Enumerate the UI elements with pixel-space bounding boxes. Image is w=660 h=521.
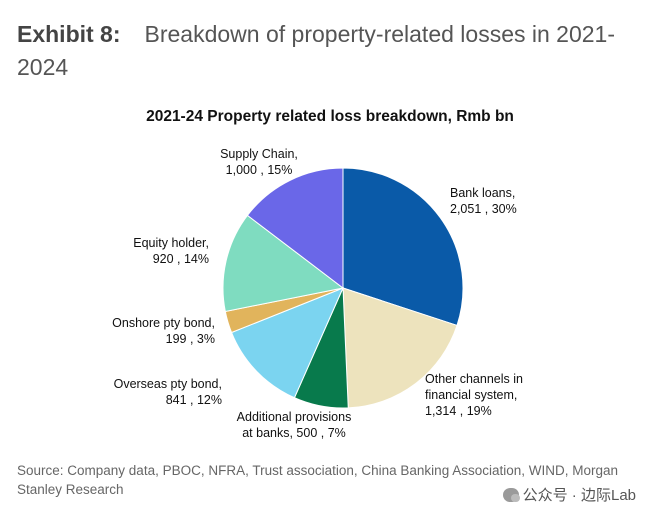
slice-label: Bank loans, 2,051 , 30% xyxy=(450,186,517,216)
slice-label: Additional provisions at banks, 500 , 7% xyxy=(237,410,352,440)
slice-label: Equity holder, 920 , 14% xyxy=(133,236,209,266)
slice-label: Supply Chain, 1,000 , 15% xyxy=(220,147,298,177)
exhibit-header: Exhibit 8: Breakdown of property-related … xyxy=(17,18,637,84)
exhibit-number: Exhibit 8: xyxy=(17,21,121,47)
pie-slice xyxy=(222,214,345,313)
exhibit-title: Exhibit 8: Breakdown of property-related … xyxy=(17,18,637,84)
slice-label: Onshore pty bond, 199 , 3% xyxy=(112,316,215,346)
pie-slice xyxy=(230,287,344,399)
exhibit-heading: Breakdown of property-related losses in … xyxy=(17,21,615,80)
pie-slice xyxy=(342,167,464,327)
watermark-text: 公众号 · 边际Lab xyxy=(522,487,636,504)
pie-slice xyxy=(246,167,344,290)
pie-slice xyxy=(342,287,458,409)
slice-label: Overseas pty bond, 841 , 12% xyxy=(114,377,222,407)
slice-label: Other channels in financial system, 1,314 … xyxy=(425,372,523,418)
wechat-icon xyxy=(502,487,520,502)
watermark: 公众号 · 边际Lab xyxy=(502,484,636,505)
source-note: Source: Company data, PBOC, NFRA, Trust … xyxy=(17,463,619,497)
chart-title: 2021-24 Property related loss breakdown,… xyxy=(146,108,514,125)
pie-chart: Bank loans, 2,051 , 30% Other channels in f… xyxy=(112,147,523,440)
